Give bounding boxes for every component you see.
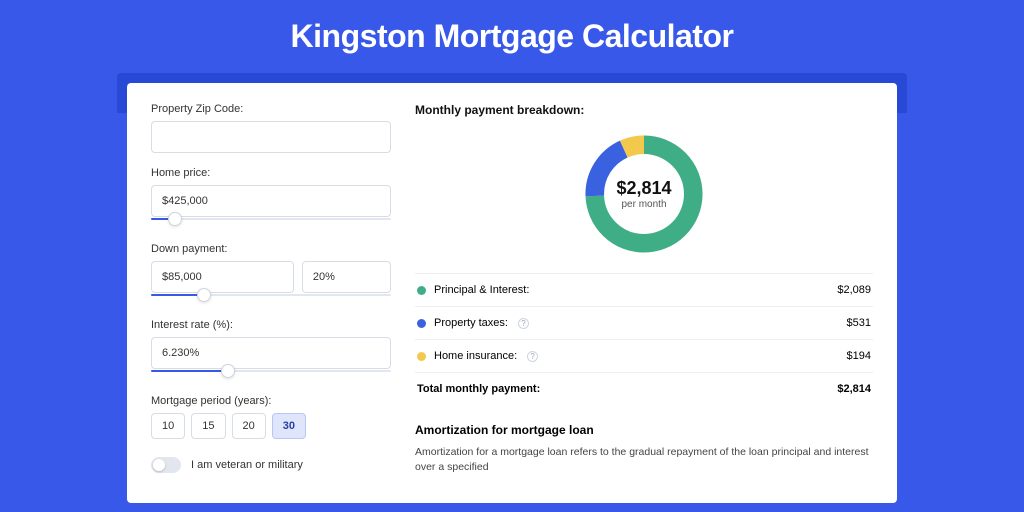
period-option-10[interactable]: 10 — [151, 413, 185, 439]
breakdown-legend: Principal & Interest: $2,089 Property taxe… — [415, 273, 873, 405]
legend-total-row: Total monthly payment: $2,814 — [415, 373, 873, 405]
legend-value: $2,089 — [837, 284, 871, 296]
info-icon[interactable]: ? — [518, 318, 529, 329]
interest-rate-input[interactable] — [151, 337, 391, 369]
legend-dot — [417, 286, 426, 295]
calculator-panel: Property Zip Code: Home price: Down paym… — [127, 83, 897, 503]
slider-thumb[interactable] — [197, 288, 211, 302]
total-value: $2,814 — [837, 383, 871, 395]
mortgage-period-options: 1015 2030 — [151, 413, 391, 439]
legend-row: Principal & Interest: $2,089 — [415, 274, 873, 307]
slider-thumb[interactable] — [168, 212, 182, 226]
inputs-column: Property Zip Code: Home price: Down paym… — [151, 103, 391, 483]
mortgage-period-field-group: Mortgage period (years): 1015 2030 — [151, 395, 391, 439]
amortization-heading: Amortization for mortgage loan — [415, 423, 873, 437]
period-option-30[interactable]: 30 — [272, 413, 306, 439]
veteran-label: I am veteran or military — [191, 459, 303, 471]
breakdown-column: Monthly payment breakdown: $2,814 per mo… — [415, 103, 873, 483]
donut-sublabel: per month — [621, 199, 666, 210]
title-bar: Kingston Mortgage Calculator — [0, 0, 1024, 73]
legend-label: Property taxes: — [434, 317, 508, 329]
home-price-slider[interactable] — [151, 215, 391, 229]
page-title: Kingston Mortgage Calculator — [0, 18, 1024, 55]
amortization-body: Amortization for a mortgage loan refers … — [415, 445, 873, 474]
down-payment-percent-input[interactable] — [302, 261, 391, 293]
total-label: Total monthly payment: — [417, 383, 540, 395]
donut-chart: $2,814 per month — [579, 129, 709, 259]
legend-dot — [417, 319, 426, 328]
donut-chart-wrap: $2,814 per month — [415, 129, 873, 259]
period-option-15[interactable]: 15 — [191, 413, 225, 439]
veteran-toggle[interactable] — [151, 457, 181, 473]
legend-label: Principal & Interest: — [434, 284, 529, 296]
mortgage-period-label: Mortgage period (years): — [151, 395, 391, 407]
home-price-field-group: Home price: — [151, 167, 391, 229]
interest-rate-label: Interest rate (%): — [151, 319, 391, 331]
toggle-knob — [153, 459, 165, 471]
veteran-toggle-row: I am veteran or military — [151, 457, 391, 473]
zip-input[interactable] — [151, 121, 391, 153]
down-payment-slider[interactable] — [151, 291, 391, 305]
legend-label: Home insurance: — [434, 350, 517, 362]
breakdown-heading: Monthly payment breakdown: — [415, 103, 873, 117]
zip-field-group: Property Zip Code: — [151, 103, 391, 153]
down-payment-label: Down payment: — [151, 243, 391, 255]
interest-rate-field-group: Interest rate (%): — [151, 319, 391, 381]
info-icon[interactable]: ? — [527, 351, 538, 362]
slider-thumb[interactable] — [221, 364, 235, 378]
legend-value: $531 — [847, 317, 871, 329]
legend-value: $194 — [847, 350, 871, 362]
home-price-label: Home price: — [151, 167, 391, 179]
legend-row: Property taxes:? $531 — [415, 307, 873, 340]
zip-label: Property Zip Code: — [151, 103, 391, 115]
interest-rate-slider[interactable] — [151, 367, 391, 381]
down-payment-input[interactable] — [151, 261, 294, 293]
home-price-input[interactable] — [151, 185, 391, 217]
legend-dot — [417, 352, 426, 361]
down-payment-field-group: Down payment: — [151, 243, 391, 305]
legend-row: Home insurance:? $194 — [415, 340, 873, 373]
donut-amount: $2,814 — [616, 178, 671, 199]
period-option-20[interactable]: 20 — [232, 413, 266, 439]
